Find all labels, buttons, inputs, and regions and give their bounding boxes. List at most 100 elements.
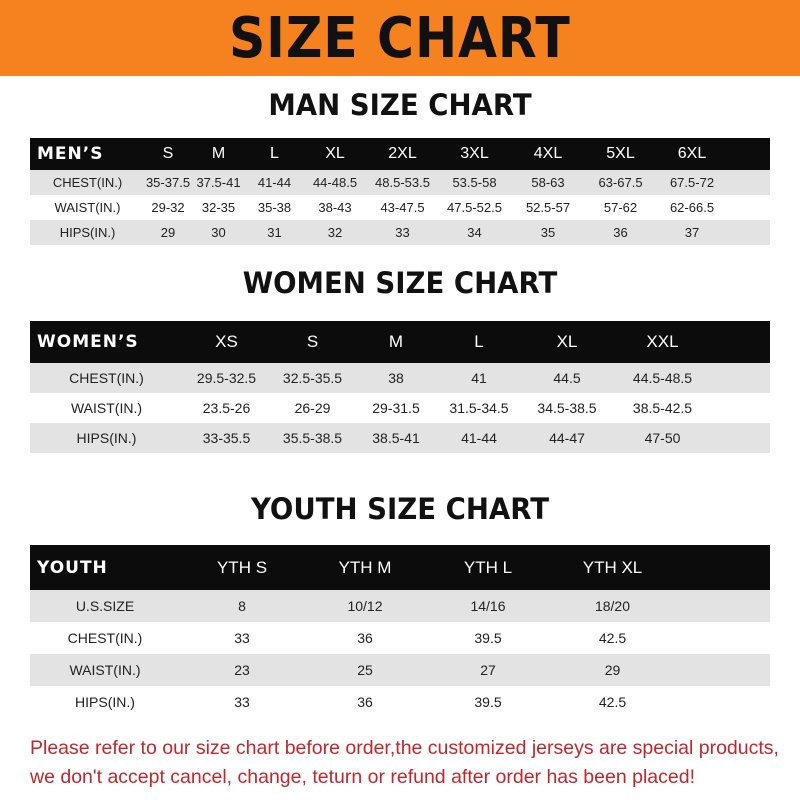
measurement-cell: 29.5-32.5 [196, 370, 257, 386]
measurement-cell: 36 [357, 694, 373, 710]
size-header: YTH M [338, 557, 392, 577]
measurement-cell: 42.5 [598, 630, 627, 646]
measurement-cell: 33 [234, 694, 250, 710]
row-label: CHEST(IN.) [52, 175, 123, 190]
row-label: CHEST(IN.) [67, 630, 143, 646]
measurement-cell: 37.5-41 [196, 175, 241, 190]
men-size-table: MEN’S S M L XL 2XL 3XL 4XL 5XL 6XL CHEST(IN.) 35-37… [30, 138, 770, 245]
size-header: L [270, 145, 279, 162]
order-notice: Please refer to our size chart before or… [30, 734, 780, 792]
measurement-cell: 25 [357, 662, 373, 678]
measurement-cell: 44-48.5 [312, 175, 358, 190]
header-label: YOUTH [37, 557, 108, 578]
row-label: HIPS(IN.) [76, 430, 137, 446]
table-row: WAIST(IN.) 23.5-26 26-29 29-31.5 31.5-34.5 34… [30, 393, 770, 423]
measurement-cell: 18/20 [594, 598, 631, 614]
size-header: XS [215, 332, 238, 351]
measurement-cell: 29 [160, 225, 176, 240]
table-row: CHEST(IN.) 29.5-32.5 32.5-35.5 38 41 44.5 44.5… [30, 363, 770, 393]
measurement-cell: 23 [234, 662, 250, 678]
measurement-cell: 26-29 [294, 400, 331, 416]
measurement-cell: 14/16 [470, 598, 506, 614]
table-row: CHEST(IN.) 35-37.5 37.5-41 41-44 44-48.5 48.5… [30, 170, 770, 195]
row-label: U.S.SIZE [75, 598, 135, 614]
row-label: WAIST(IN.) [70, 400, 143, 416]
measurement-cell: 30 [211, 225, 226, 240]
measurement-cell: 27 [480, 662, 496, 678]
measurement-cell: 32 [327, 225, 343, 240]
header-label: WOMEN’S [37, 332, 139, 352]
page-title: SIZE CHART [229, 5, 571, 71]
size-header: XL [556, 332, 578, 351]
measurement-cell: 53.5-58 [452, 175, 497, 190]
size-header: M [388, 332, 404, 351]
notice-line-2: we don't accept cancel, change, teturn o… [30, 766, 695, 788]
size-header: XL [325, 145, 345, 162]
table-header-row: YOUTH YTH S YTH M YTH L YTH XL [30, 545, 770, 590]
youth-section-title: YOUTH SIZE CHART [250, 492, 550, 526]
table-row: WAIST(IN.) 29-32 32-35 35-38 38-43 43-47.5 47.… [30, 195, 770, 220]
table-row: HIPS(IN.) 33 36 39.5 42.5 [30, 686, 770, 718]
measurement-cell: 29-32 [151, 200, 185, 215]
size-header: YTH XL [582, 557, 643, 577]
measurement-cell: 43-47.5 [380, 200, 425, 215]
table-header-row: WOMEN’S XS S M L XL XXL [30, 321, 770, 363]
table-row: U.S.SIZE 8 10/12 14/16 18/20 [30, 590, 770, 622]
size-header: XXL [646, 332, 679, 351]
measurement-cell: 44-47 [549, 430, 585, 446]
measurement-cell: 34 [467, 225, 482, 240]
measurement-cell: 39.5 [474, 694, 502, 710]
measurement-cell: 62-66.5 [669, 200, 715, 215]
measurement-cell: 42.5 [598, 694, 627, 710]
size-header: L [474, 332, 484, 351]
measurement-cell: 31 [267, 225, 282, 240]
measurement-cell: 52.5-57 [525, 200, 571, 215]
measurement-cell: 48.5-53.5 [375, 175, 430, 190]
size-header: S [162, 145, 174, 162]
measurement-cell: 41 [471, 370, 487, 386]
measurement-cell: 38-43 [318, 200, 352, 215]
title-banner: SIZE CHART [0, 0, 800, 76]
measurement-cell: 29-31.5 [372, 400, 420, 416]
measurement-cell: 10/12 [347, 598, 383, 614]
table-row: HIPS(IN.) 29 30 31 32 33 34 35 36 37 [30, 220, 770, 245]
size-header: S [306, 332, 319, 351]
size-header: 3XL [460, 145, 489, 162]
measurement-cell: 58-63 [531, 175, 565, 190]
row-label: CHEST(IN.) [69, 370, 144, 386]
women-section-title: WOMEN SIZE CHART [242, 266, 558, 300]
youth-size-table: YOUTH YTH S YTH M YTH L YTH XL U.S.SIZE 8 10/12… [30, 545, 770, 718]
measurement-cell: 33 [395, 225, 410, 240]
measurement-cell: 37 [684, 225, 700, 240]
row-label: HIPS(IN.) [59, 225, 116, 240]
table-header-row: MEN’S S M L XL 2XL 3XL 4XL 5XL 6XL [30, 138, 770, 170]
measurement-cell: 41-44 [461, 430, 497, 446]
measurement-cell: 33-35.5 [202, 430, 251, 446]
measurement-cell: 47-50 [644, 430, 681, 446]
measurement-cell: 8 [238, 598, 246, 614]
measurement-cell: 47.5-52.5 [447, 200, 502, 215]
women-size-table: WOMEN’S XS S M L XL XXL CHEST(IN.) 29.5-32.5 32.5… [30, 321, 770, 453]
size-header: YTH L [463, 557, 513, 577]
header-label: MEN’S [37, 144, 104, 164]
measurement-cell: 63-67.5 [598, 175, 643, 190]
row-label: HIPS(IN.) [75, 694, 135, 710]
measurement-cell: 35-37.5 [145, 175, 191, 190]
measurement-cell: 38.5-41 [372, 430, 420, 446]
measurement-cell: 29 [604, 662, 621, 678]
measurement-cell: 36 [357, 630, 373, 646]
measurement-cell: 44.5 [553, 370, 581, 386]
measurement-cell: 31.5-34.5 [449, 400, 509, 416]
size-header: M [211, 145, 226, 162]
men-section-title: MAN SIZE CHART [268, 88, 532, 122]
notice-line-1: Please refer to our size chart before or… [30, 737, 779, 759]
measurement-cell: 44.5-48.5 [632, 370, 693, 386]
size-header: 5XL [606, 145, 635, 162]
table-row: WAIST(IN.) 23 25 27 29 [30, 654, 770, 686]
measurement-cell: 35 [540, 225, 556, 240]
measurement-cell: 35.5-38.5 [282, 430, 343, 446]
measurement-cell: 34.5-38.5 [537, 400, 597, 416]
size-header: 4XL [533, 145, 563, 162]
measurement-cell: 38.5-42.5 [632, 400, 693, 416]
size-header: 6XL [677, 145, 707, 162]
